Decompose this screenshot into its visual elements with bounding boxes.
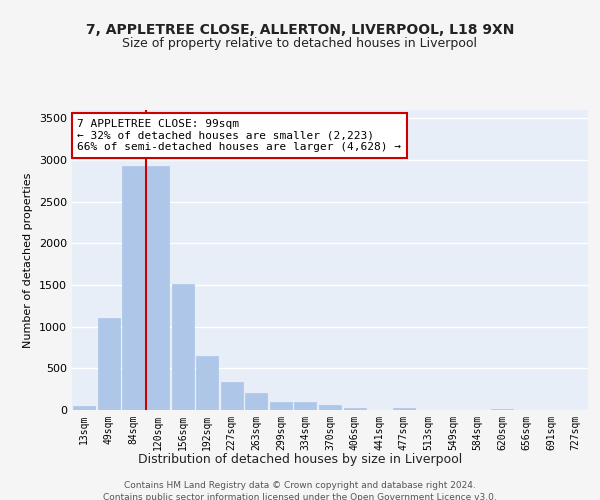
Text: 7 APPLETREE CLOSE: 99sqm
← 32% of detached houses are smaller (2,223)
66% of sem: 7 APPLETREE CLOSE: 99sqm ← 32% of detach… [77,119,401,152]
Bar [319,404,341,410]
Bar [245,392,268,410]
Text: Distribution of detached houses by size in Liverpool: Distribution of detached houses by size … [138,452,462,466]
Text: Size of property relative to detached houses in Liverpool: Size of property relative to detached ho… [122,38,478,51]
Bar [344,408,365,410]
Bar [122,166,145,410]
Bar [73,406,95,410]
Text: 7, APPLETREE CLOSE, ALLERTON, LIVERPOOL, L18 9XN: 7, APPLETREE CLOSE, ALLERTON, LIVERPOOL,… [86,22,514,36]
Bar [196,356,218,410]
Bar [295,402,316,410]
Bar [392,408,415,410]
Bar [98,318,120,410]
Bar [270,402,292,410]
Bar [221,382,243,410]
Y-axis label: Number of detached properties: Number of detached properties [23,172,34,348]
Text: Contains HM Land Registry data © Crown copyright and database right 2024.: Contains HM Land Registry data © Crown c… [124,481,476,490]
Bar [491,409,513,410]
Bar [147,166,169,410]
Bar [172,284,194,410]
Text: Contains public sector information licensed under the Open Government Licence v3: Contains public sector information licen… [103,492,497,500]
